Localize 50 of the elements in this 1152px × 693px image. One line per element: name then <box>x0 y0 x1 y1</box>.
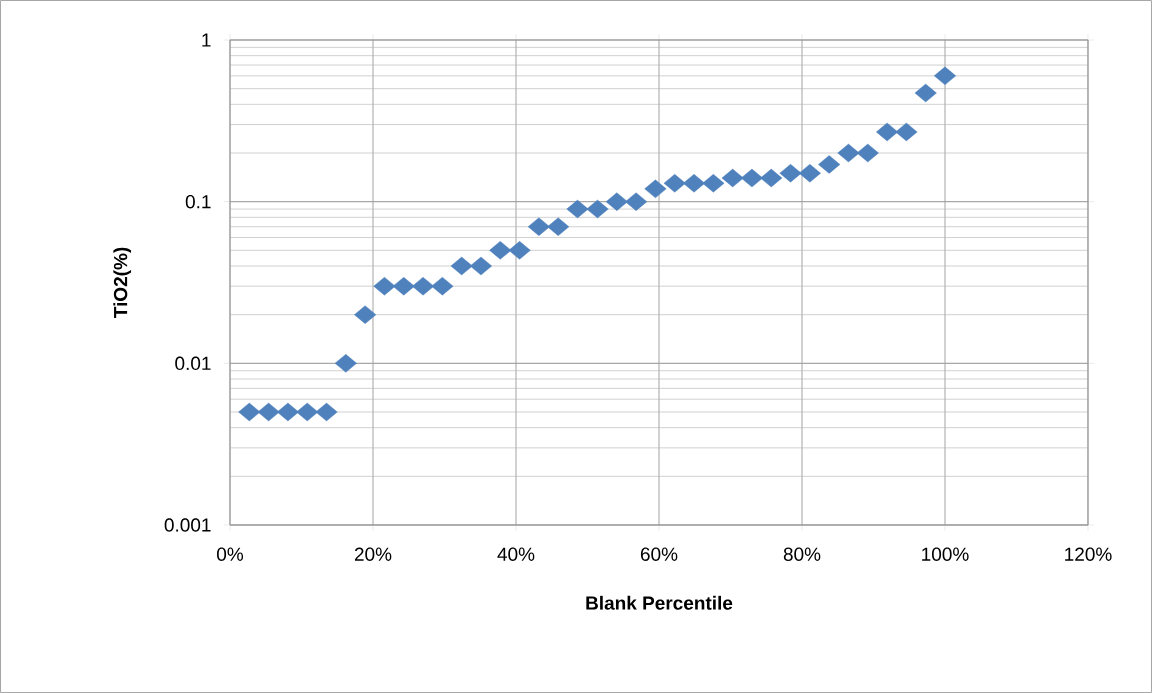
point <box>257 402 280 422</box>
point <box>508 241 531 260</box>
point <box>818 155 841 174</box>
point <box>914 83 937 103</box>
point <box>644 179 667 199</box>
point <box>683 174 706 193</box>
point <box>334 354 357 373</box>
point <box>876 122 899 142</box>
point <box>605 192 628 211</box>
point <box>527 217 550 236</box>
y-tick-label: 0.01 <box>175 356 211 371</box>
point <box>354 305 377 324</box>
point <box>740 168 763 188</box>
point <box>895 122 918 142</box>
point <box>856 143 879 163</box>
x-tick-label: 100% <box>922 547 969 561</box>
point <box>392 277 415 296</box>
point <box>721 168 744 188</box>
x-axis-title: Blank Percentile <box>586 595 733 610</box>
point <box>934 66 956 86</box>
point <box>489 241 512 260</box>
point <box>315 402 338 422</box>
x-tick-label: 120% <box>1065 547 1112 561</box>
y-tick-label: 0.001 <box>164 518 211 532</box>
point <box>547 217 570 236</box>
y-axis-title: TiO2(%) <box>113 247 132 318</box>
point <box>760 168 783 188</box>
point <box>296 402 319 422</box>
point <box>837 143 860 163</box>
point <box>663 174 686 193</box>
x-tick-label: 0% <box>217 547 244 561</box>
point <box>431 277 454 296</box>
x-tick-label: 20% <box>354 547 392 561</box>
point <box>702 174 725 193</box>
point <box>412 277 435 296</box>
point <box>276 402 299 422</box>
point <box>566 199 589 219</box>
point <box>779 164 802 183</box>
point <box>586 199 609 219</box>
point <box>373 277 396 296</box>
x-tick-label: 80% <box>783 547 821 561</box>
x-tick-label: 60% <box>640 547 678 561</box>
point <box>625 192 648 211</box>
x-tick-label: 40% <box>497 547 535 561</box>
point <box>238 402 261 422</box>
y-tick-label: 0.1 <box>185 194 211 209</box>
y-tick-label: 1 <box>202 33 211 47</box>
point <box>798 164 821 183</box>
point <box>450 256 473 276</box>
point <box>469 256 492 276</box>
